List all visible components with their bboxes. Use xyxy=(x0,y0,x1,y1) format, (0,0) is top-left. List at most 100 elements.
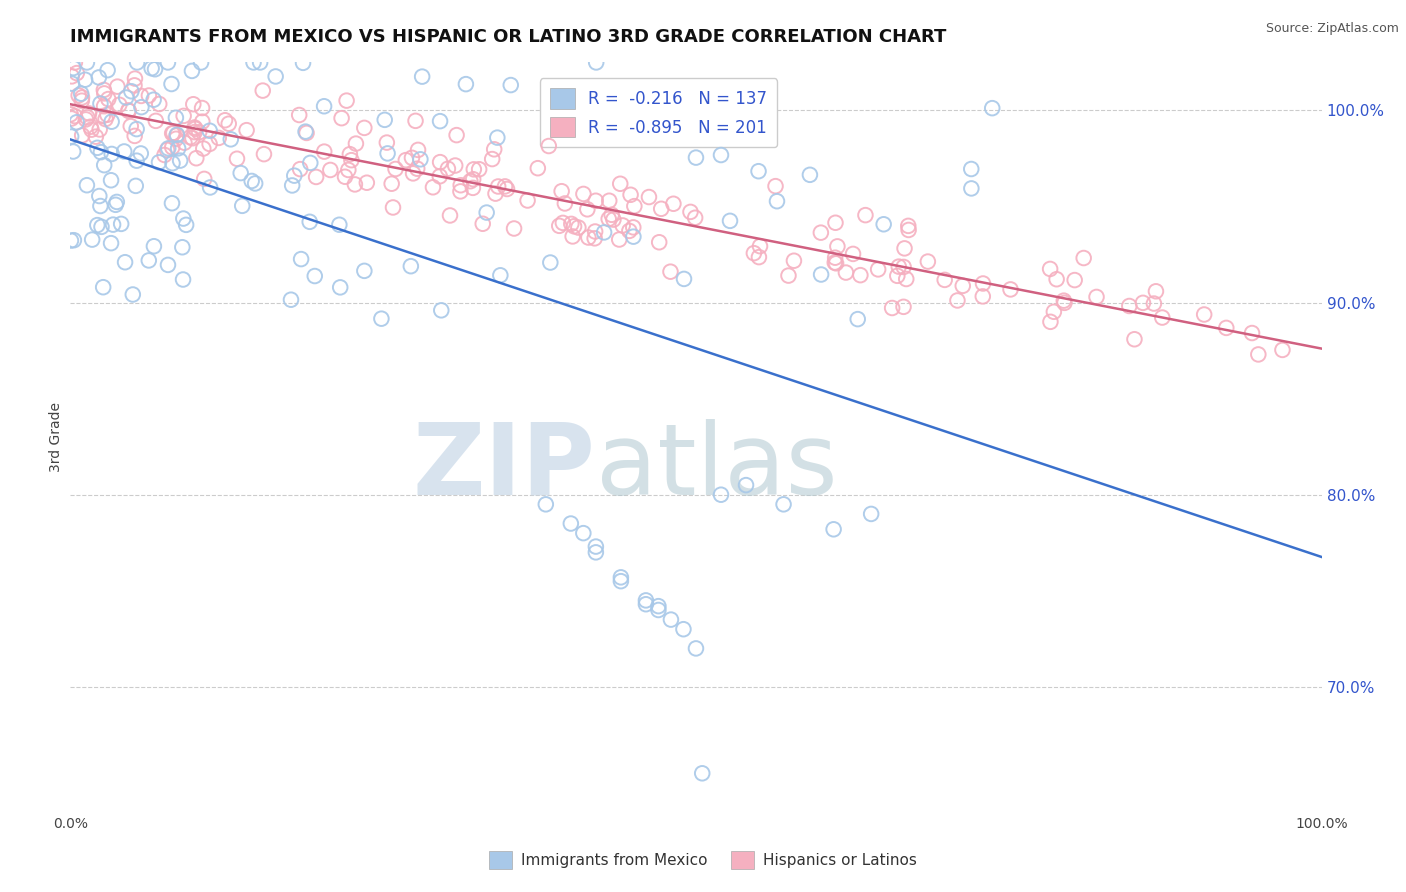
Point xyxy=(162,126,184,140)
Point xyxy=(356,176,378,190)
Point xyxy=(402,166,425,180)
Point xyxy=(471,217,494,231)
Point xyxy=(827,239,849,253)
Point xyxy=(842,247,865,261)
Point xyxy=(1247,347,1270,361)
Point xyxy=(429,155,451,169)
Point xyxy=(897,223,920,237)
Point xyxy=(659,265,682,279)
Point xyxy=(882,301,904,315)
Point xyxy=(494,179,516,194)
Point xyxy=(62,61,84,75)
Point xyxy=(288,108,311,122)
Point xyxy=(960,181,983,195)
Point xyxy=(91,280,114,294)
Point xyxy=(886,268,908,283)
Point xyxy=(183,125,205,139)
Point xyxy=(600,208,623,222)
Point xyxy=(172,240,194,254)
Point xyxy=(165,132,187,146)
Point xyxy=(1240,326,1263,340)
Point xyxy=(172,211,194,226)
Point xyxy=(226,152,249,166)
Point xyxy=(186,151,208,165)
Point xyxy=(718,214,741,228)
Point xyxy=(672,622,695,636)
Point xyxy=(377,146,399,161)
Point xyxy=(593,226,616,240)
Point xyxy=(75,72,97,87)
Point xyxy=(59,107,82,121)
Point xyxy=(70,90,93,104)
Point xyxy=(662,196,685,211)
Point xyxy=(897,219,920,233)
Point xyxy=(481,152,503,166)
Point xyxy=(219,132,242,146)
Point xyxy=(114,255,136,269)
Point xyxy=(650,202,672,216)
Point xyxy=(411,70,433,84)
Point xyxy=(129,146,152,161)
Point xyxy=(778,268,800,283)
Point xyxy=(972,289,994,303)
Point xyxy=(105,194,128,209)
Point xyxy=(281,178,304,193)
Point xyxy=(344,136,367,151)
Point xyxy=(328,218,350,232)
Point xyxy=(80,122,103,136)
Point xyxy=(690,766,713,780)
Point xyxy=(70,128,93,143)
Point xyxy=(142,239,165,253)
Point xyxy=(138,253,160,268)
Point xyxy=(181,97,204,112)
Point xyxy=(537,139,560,153)
Point xyxy=(560,516,582,531)
Point xyxy=(538,255,561,269)
Point xyxy=(429,169,451,184)
Point xyxy=(810,226,832,240)
Point xyxy=(76,111,98,125)
Point xyxy=(120,119,142,133)
Point xyxy=(1053,293,1076,308)
Point xyxy=(405,113,427,128)
Point xyxy=(142,93,165,107)
Point xyxy=(131,100,153,114)
Point xyxy=(824,251,846,265)
Point xyxy=(125,153,148,168)
Point xyxy=(572,526,595,541)
Point xyxy=(659,613,682,627)
Point xyxy=(117,103,139,118)
Point xyxy=(184,121,207,136)
Point xyxy=(179,130,201,145)
Point xyxy=(499,78,522,92)
Point xyxy=(86,141,108,155)
Point xyxy=(84,129,107,144)
Point xyxy=(169,153,191,168)
Point xyxy=(96,108,118,122)
Point xyxy=(181,63,204,78)
Point xyxy=(100,236,122,251)
Point xyxy=(449,185,471,199)
Point xyxy=(766,194,789,209)
Point xyxy=(554,196,576,211)
Point xyxy=(115,90,138,104)
Point xyxy=(162,156,184,170)
Point xyxy=(89,199,111,213)
Point xyxy=(60,129,83,144)
Point xyxy=(63,233,86,247)
Point xyxy=(607,233,630,247)
Point xyxy=(430,303,453,318)
Point xyxy=(1132,296,1154,310)
Point xyxy=(160,77,183,91)
Point xyxy=(824,216,846,230)
Point xyxy=(156,143,179,157)
Point xyxy=(253,147,276,161)
Point xyxy=(148,155,170,169)
Point xyxy=(460,174,482,188)
Point xyxy=(381,177,404,191)
Point xyxy=(191,101,214,115)
Point xyxy=(1046,272,1069,286)
Point xyxy=(374,112,396,127)
Point xyxy=(446,128,468,142)
Point xyxy=(395,153,418,168)
